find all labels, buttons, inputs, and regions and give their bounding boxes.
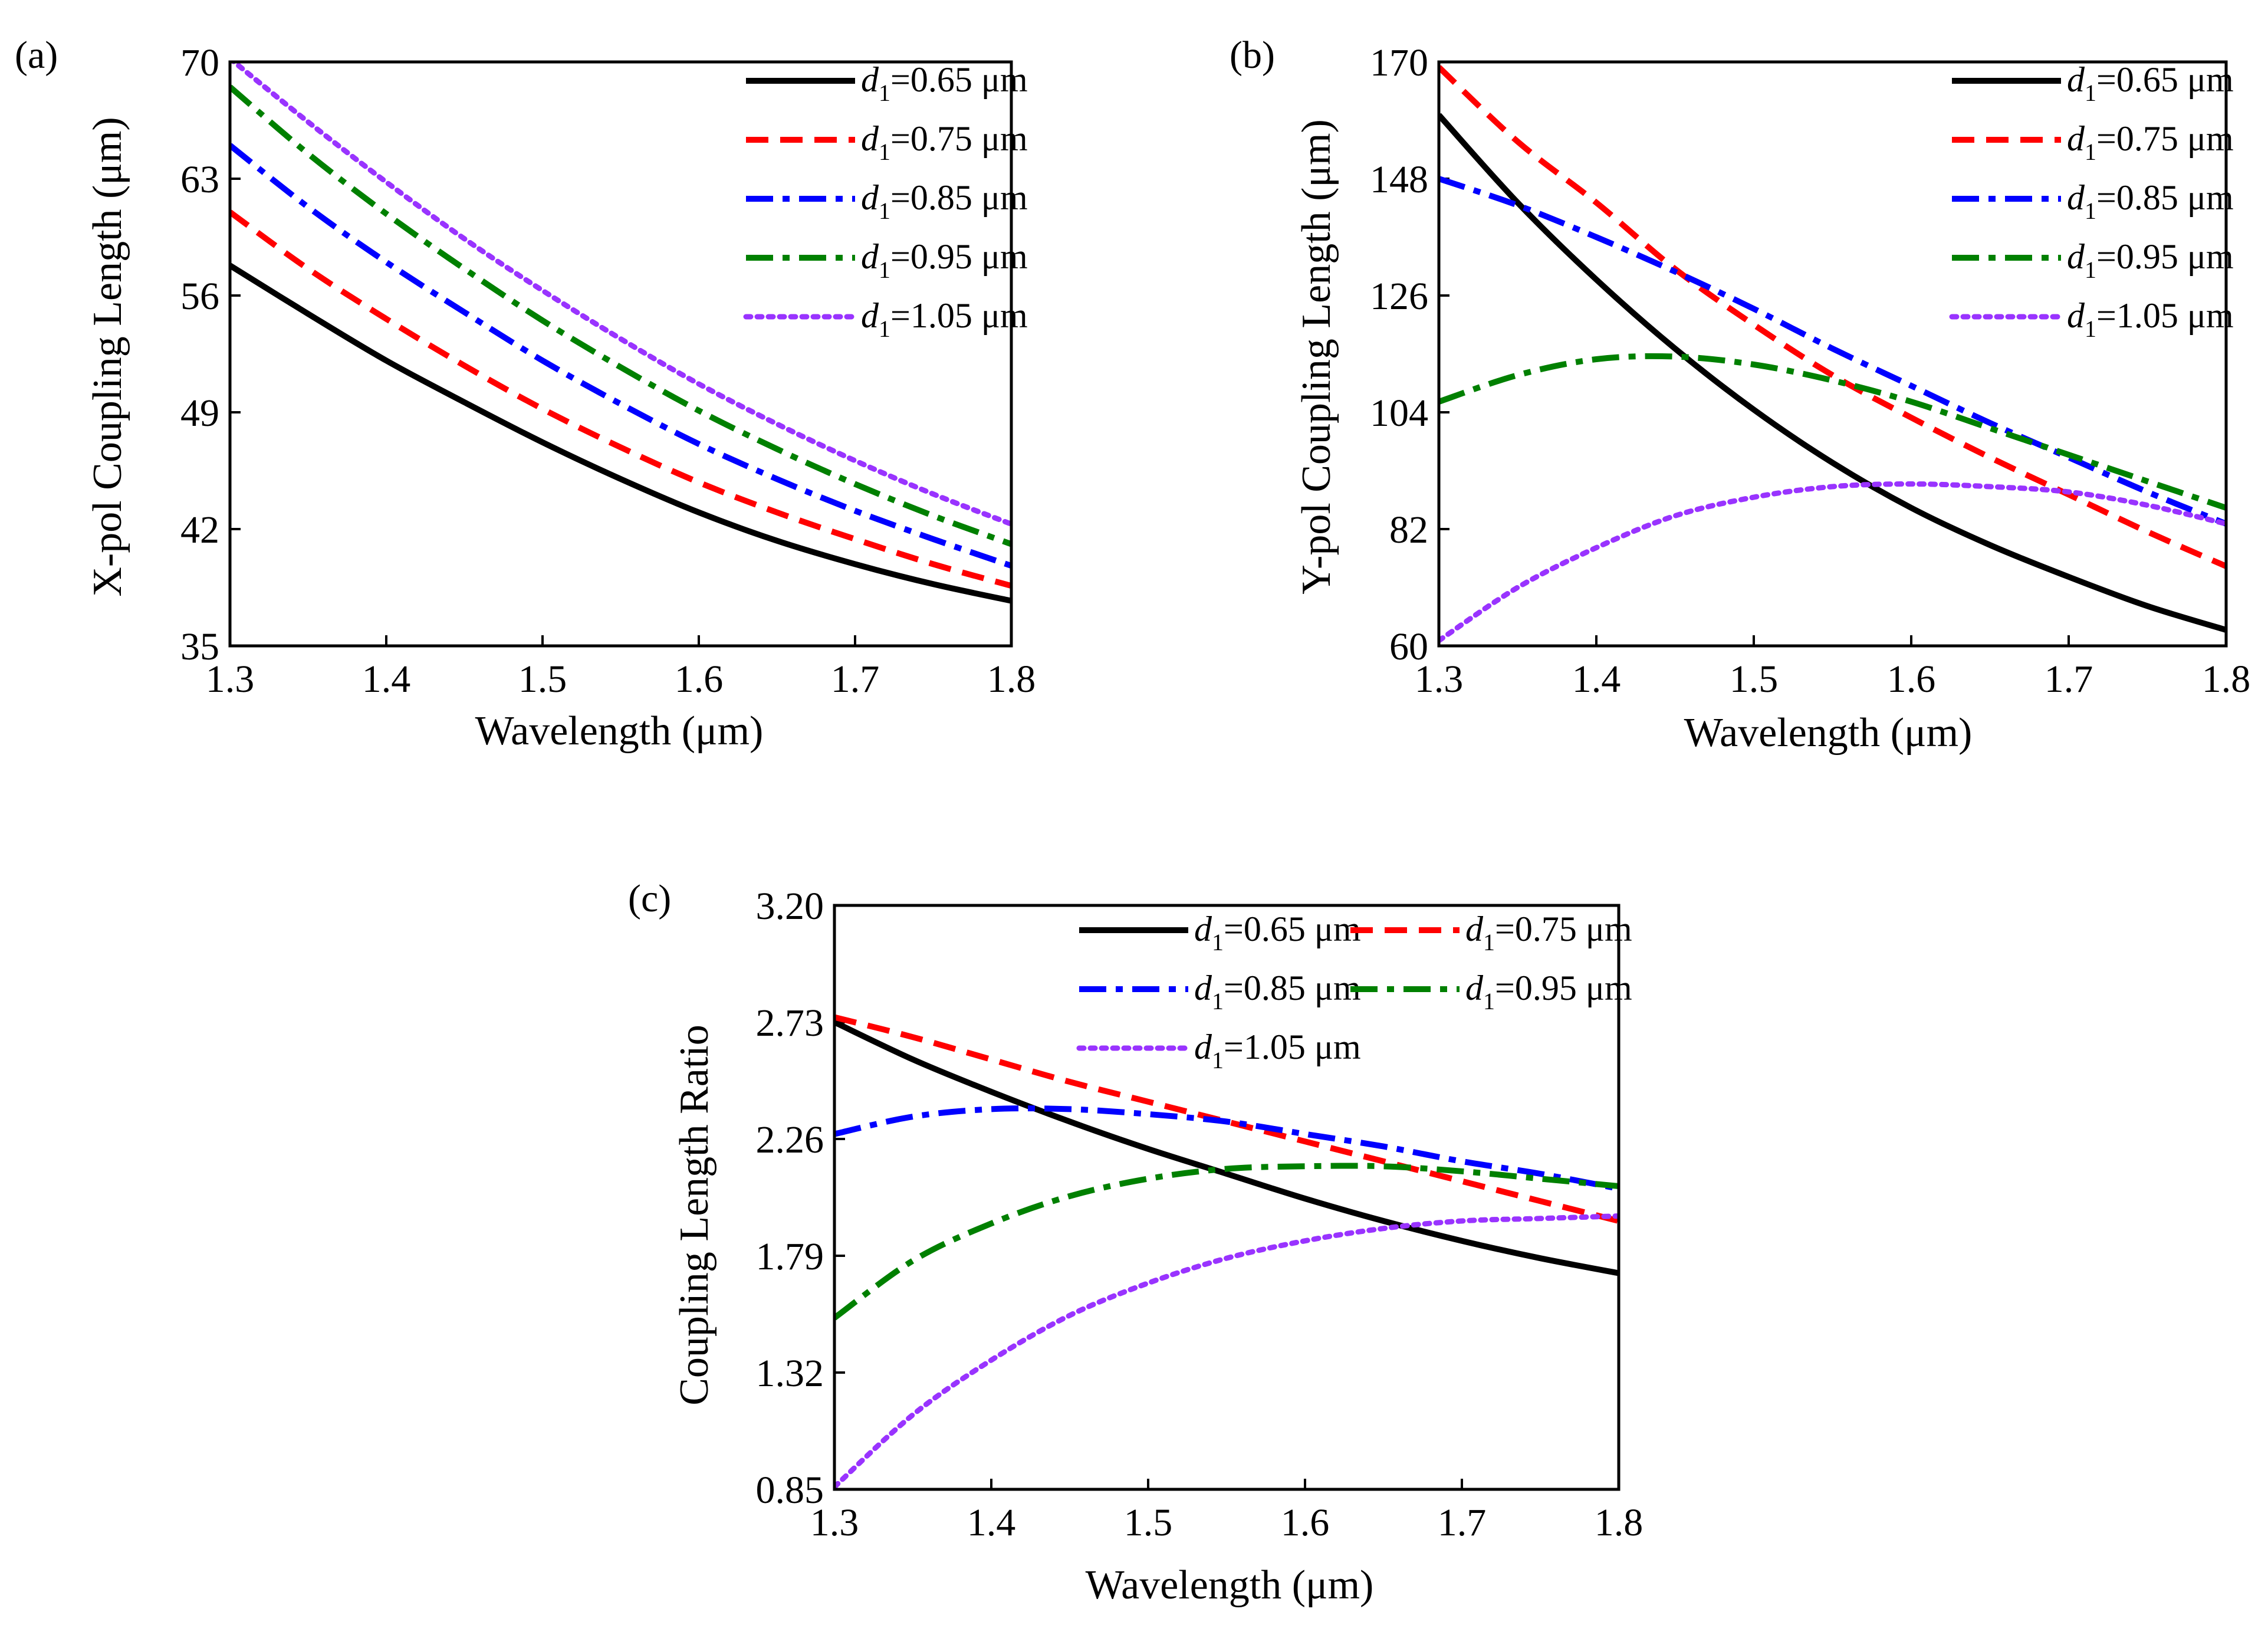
legend-label: d1=0.95 μm: [2067, 237, 2234, 283]
panel-c-series-line-4: [834, 1163, 1619, 1321]
x-tick-label: 1.5: [1730, 658, 1779, 701]
x-tick-label: 1.5: [1124, 1501, 1173, 1544]
panel-b-series-line-3: [1439, 176, 2226, 527]
panel-b-y-axis-label: Y-pol Coupling Length (μm): [1294, 119, 1339, 595]
legend-item: d1=0.75 μm: [746, 119, 1028, 165]
legend-item: d1=0.85 μm: [746, 178, 1028, 224]
panel-c-series-line-1: [834, 1019, 1619, 1276]
y-tick-label: 70: [180, 41, 219, 84]
legend-label: d1=0.95 μm: [861, 237, 1028, 283]
legend-item: d1=0.85 μm: [1079, 969, 1361, 1015]
panel-a-series-line-5: [230, 62, 1011, 527]
x-tick-label: 1.3: [1415, 658, 1464, 701]
legend-label: d1=0.75 μm: [2067, 119, 2234, 165]
legend-label: d1=1.05 μm: [861, 296, 1028, 342]
y-tick-label: 56: [180, 275, 219, 318]
legend-label: d1=0.65 μm: [1194, 910, 1361, 956]
x-tick-label: 1.7: [831, 658, 880, 701]
panel-a: (a) X-pol Coupling Length (μm) Wavelengt…: [15, 34, 1036, 754]
panel-c-series-line-3: [834, 1105, 1619, 1192]
panel-a-label: (a): [15, 34, 58, 77]
legend-label: d1=1.05 μm: [1194, 1027, 1361, 1074]
panel-a-series-line-4: [230, 84, 1011, 547]
legend-label: d1=0.85 μm: [861, 178, 1028, 224]
x-tick-label: 1.8: [987, 658, 1036, 701]
legend-label: d1=0.65 μm: [2067, 60, 2234, 106]
y-tick-label: 63: [180, 158, 219, 201]
x-tick-label: 1.3: [810, 1501, 859, 1544]
panel-a-plot-frame: [228, 60, 1013, 648]
x-tick-label: 1.8: [2202, 658, 2251, 701]
panel-c-x-axis-label: Wavelength (μm): [1086, 1562, 1374, 1608]
panel-c-series-line-5: [834, 1213, 1619, 1489]
panel-b-plot-frame: [1437, 60, 2228, 648]
x-tick-label: 1.8: [1595, 1501, 1644, 1544]
legend-item: d1=0.75 μm: [1952, 119, 2234, 165]
x-tick-label: 1.6: [675, 658, 724, 701]
legend-item: d1=0.75 μm: [1350, 910, 1632, 956]
panel-c-plot-frame: [833, 904, 1621, 1491]
y-tick-label: 1.79: [756, 1235, 824, 1278]
x-tick-label: 1.6: [1281, 1501, 1330, 1544]
x-tick-label: 1.4: [362, 658, 411, 701]
legend-item: d1=1.05 μm: [1076, 1027, 1361, 1074]
legend-item: d1=0.95 μm: [1952, 237, 2234, 283]
x-tick-label: 1.6: [1887, 658, 1936, 701]
y-tick-label: 42: [180, 508, 219, 551]
y-tick-label: 1.32: [756, 1352, 824, 1395]
legend-label: d1=0.75 μm: [1465, 910, 1632, 956]
y-tick-label: 49: [180, 392, 219, 435]
panel-b-series-line-2: [1439, 65, 2226, 569]
panel-c-series-line-2: [834, 1014, 1619, 1224]
y-tick-label: 82: [1389, 508, 1428, 551]
legend-label: d1=0.85 μm: [2067, 178, 2234, 224]
y-tick-label: 148: [1370, 158, 1428, 201]
panel-c-y-axis-label: Coupling Length Ratio: [672, 1025, 717, 1406]
panel-a-series-line-2: [230, 209, 1011, 589]
panel-b: (b) Y-pol Coupling Length (μm) Wavelengt…: [1230, 34, 2250, 756]
panel-a-series-line-1: [230, 262, 1011, 604]
legend-item: d1=1.05 μm: [743, 296, 1028, 342]
legend-label: d1=0.65 μm: [861, 60, 1028, 106]
panel-b-series-line-5: [1439, 481, 2226, 644]
y-tick-label: 170: [1370, 41, 1428, 84]
legend-label: d1=1.05 μm: [2067, 296, 2234, 342]
legend-label: d1=0.85 μm: [1194, 969, 1361, 1015]
y-tick-label: 0.85: [756, 1469, 824, 1512]
y-tick-label: 126: [1370, 275, 1428, 318]
y-tick-label: 60: [1389, 625, 1428, 668]
panel-b-label: (b): [1230, 34, 1275, 77]
legend-item: d1=0.95 μm: [1350, 969, 1632, 1015]
panel-c-label: (c): [628, 877, 671, 920]
y-tick-label: 35: [180, 625, 219, 668]
legend-label: d1=0.75 μm: [861, 119, 1028, 165]
panel-a-x-axis-label: Wavelength (μm): [475, 708, 764, 754]
legend-item: d1=0.65 μm: [1079, 910, 1361, 956]
legend-item: d1=0.95 μm: [746, 237, 1028, 283]
legend-item: d1=0.65 μm: [1952, 60, 2234, 106]
x-tick-label: 1.4: [967, 1501, 1016, 1544]
panel-c: (c) Coupling Length Ratio Wavelength (μm…: [628, 877, 1643, 1608]
legend-item: d1=0.65 μm: [746, 60, 1028, 106]
panel-b-series-line-1: [1439, 113, 2226, 633]
legend-item: d1=0.85 μm: [1952, 178, 2234, 224]
panel-a-y-axis-label: X-pol Coupling Length (μm): [85, 117, 130, 596]
x-tick-label: 1.4: [1572, 658, 1621, 701]
y-tick-label: 3.20: [756, 885, 824, 928]
x-tick-label: 1.7: [1438, 1501, 1487, 1544]
x-tick-label: 1.7: [2045, 658, 2093, 701]
x-tick-label: 1.3: [206, 658, 255, 701]
legend-label: d1=0.95 μm: [1465, 969, 1632, 1015]
y-tick-label: 2.73: [756, 1002, 824, 1045]
y-tick-label: 2.26: [756, 1118, 824, 1161]
panel-b-x-axis-label: Wavelength (μm): [1684, 710, 1973, 756]
x-tick-label: 1.5: [518, 658, 567, 701]
panel-b-series-line-4: [1439, 353, 2226, 511]
y-tick-label: 104: [1370, 392, 1428, 435]
panel-a-series-line-3: [230, 143, 1011, 569]
legend-item: d1=1.05 μm: [1949, 296, 2234, 342]
